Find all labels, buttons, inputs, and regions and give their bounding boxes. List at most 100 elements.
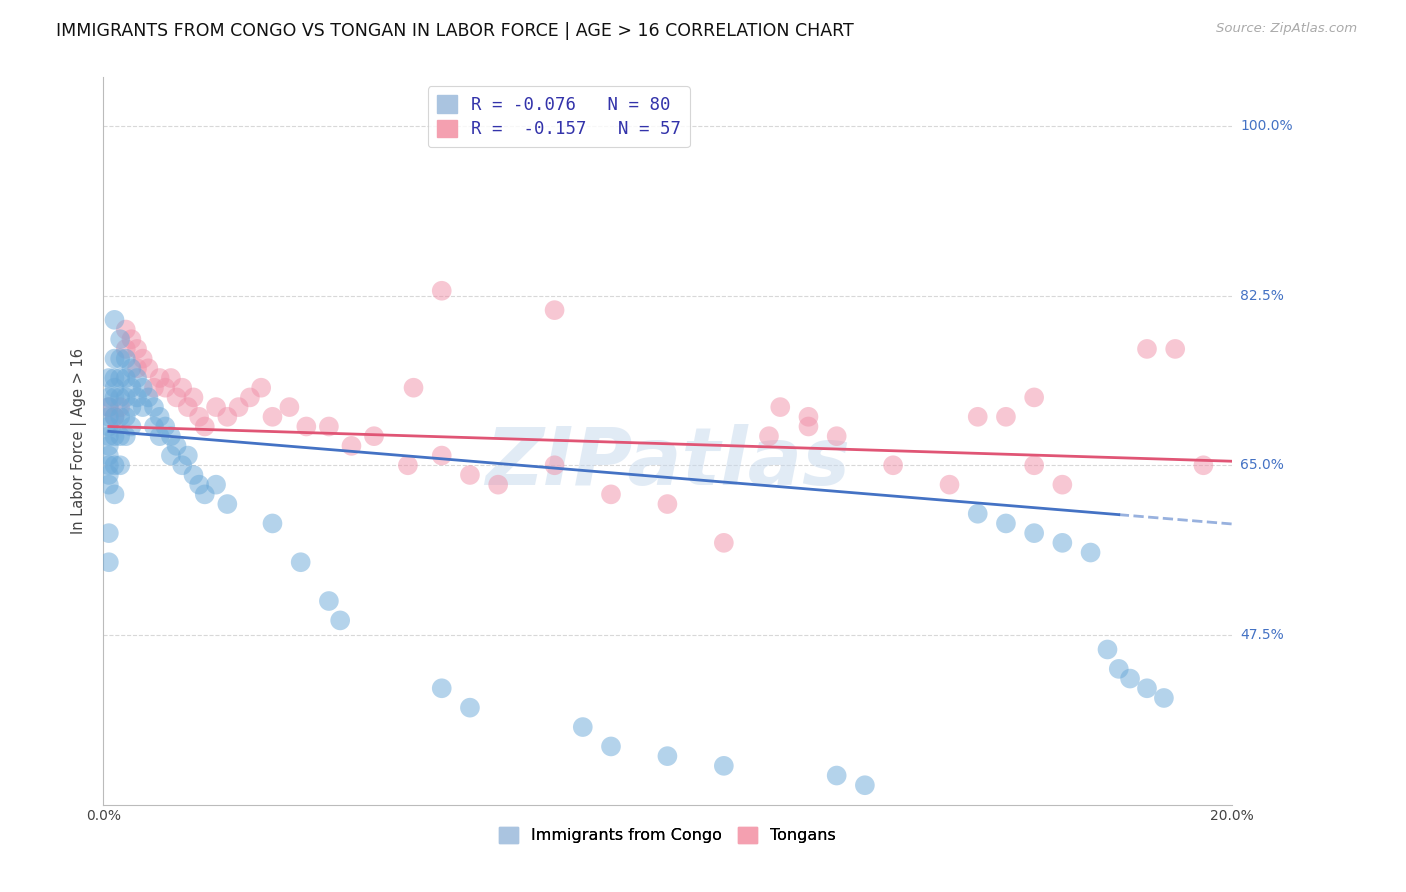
Point [1153, 690, 1175, 705]
Point [994, 516, 1017, 531]
Point [103, 313, 125, 327]
Point [938, 477, 960, 491]
Point [97, 555, 120, 569]
Point [882, 458, 904, 473]
Point [1052, 477, 1074, 491]
Point [797, 419, 820, 434]
Point [430, 449, 453, 463]
Point [486, 477, 509, 491]
Point [318, 594, 340, 608]
Point [97, 409, 120, 424]
Point [177, 449, 200, 463]
Point [1108, 662, 1130, 676]
Point [966, 507, 988, 521]
Point [103, 371, 125, 385]
Text: ZIPatlas: ZIPatlas [485, 424, 849, 502]
Point [131, 351, 153, 366]
Point [290, 555, 312, 569]
Point [108, 409, 131, 424]
Point [194, 419, 217, 434]
Point [131, 400, 153, 414]
Point [1024, 526, 1046, 541]
Point [769, 400, 792, 414]
Point [825, 429, 848, 443]
Point [1052, 536, 1074, 550]
Point [97, 391, 120, 405]
Point [108, 391, 131, 405]
Point [853, 778, 876, 792]
Point [363, 429, 385, 443]
Point [149, 429, 172, 443]
Point [1024, 391, 1046, 405]
Text: 100.0%: 100.0% [1240, 119, 1292, 133]
Point [188, 409, 211, 424]
Point [160, 429, 183, 443]
Point [172, 458, 194, 473]
Point [1136, 342, 1159, 356]
Point [543, 303, 565, 318]
Point [318, 419, 340, 434]
Point [188, 477, 211, 491]
Point [262, 516, 284, 531]
Point [103, 458, 125, 473]
Point [1097, 642, 1119, 657]
Point [108, 400, 131, 414]
Text: 65.0%: 65.0% [1240, 458, 1284, 472]
Point [657, 497, 679, 511]
Point [1136, 681, 1159, 696]
Point [97, 371, 120, 385]
Point [103, 429, 125, 443]
Point [114, 429, 136, 443]
Point [758, 429, 780, 443]
Point [103, 409, 125, 424]
Text: Source: ZipAtlas.com: Source: ZipAtlas.com [1216, 22, 1357, 36]
Point [713, 759, 735, 773]
Point [108, 458, 131, 473]
Point [1080, 545, 1102, 559]
Point [217, 409, 239, 424]
Point [966, 409, 988, 424]
Point [183, 467, 205, 482]
Point [205, 477, 228, 491]
Point [825, 768, 848, 782]
Point [250, 381, 273, 395]
Point [329, 614, 352, 628]
Point [97, 400, 120, 414]
Point [149, 409, 172, 424]
Point [160, 371, 183, 385]
Point [1119, 672, 1142, 686]
Point [114, 409, 136, 424]
Point [143, 381, 166, 395]
Point [114, 371, 136, 385]
Point [108, 429, 131, 443]
Text: 82.5%: 82.5% [1240, 289, 1284, 302]
Point [430, 284, 453, 298]
Point [797, 409, 820, 424]
Point [295, 419, 318, 434]
Point [657, 749, 679, 764]
Point [120, 332, 142, 346]
Point [97, 467, 120, 482]
Point [571, 720, 593, 734]
Point [108, 351, 131, 366]
Point [278, 400, 301, 414]
Point [138, 391, 160, 405]
Text: 47.5%: 47.5% [1240, 628, 1284, 642]
Point [97, 429, 120, 443]
Point [103, 351, 125, 366]
Point [103, 409, 125, 424]
Point [125, 371, 148, 385]
Point [143, 419, 166, 434]
Point [1164, 342, 1187, 356]
Point [166, 391, 188, 405]
Point [994, 409, 1017, 424]
Point [125, 342, 148, 356]
Text: IMMIGRANTS FROM CONGO VS TONGAN IN LABOR FORCE | AGE > 16 CORRELATION CHART: IMMIGRANTS FROM CONGO VS TONGAN IN LABOR… [56, 22, 853, 40]
Point [97, 449, 120, 463]
Point [177, 400, 200, 414]
Point [155, 381, 177, 395]
Point [108, 371, 131, 385]
Point [340, 439, 363, 453]
Point [194, 487, 217, 501]
Point [97, 400, 120, 414]
